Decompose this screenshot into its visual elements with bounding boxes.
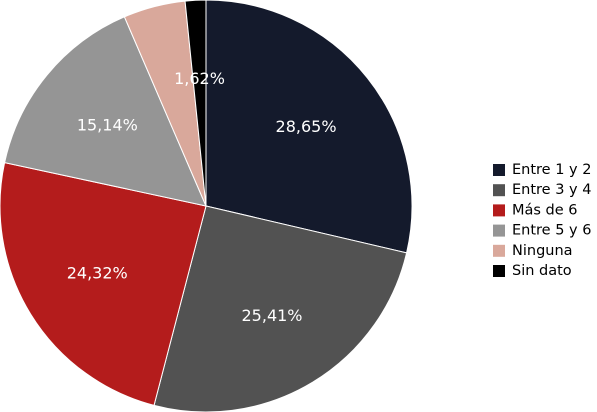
legend-swatch-ninguna — [493, 244, 505, 257]
legend-swatch-entre-3-y-4 — [493, 184, 505, 197]
slice-label-entre-3-y-4: 25,41% — [242, 306, 303, 325]
legend-swatch-mas-de-6 — [493, 204, 505, 217]
pie-slice-entre-3-y-4 — [153, 205, 408, 412]
slice-label-sin-dato: 1,62% — [174, 69, 225, 88]
legend-label-ninguna: Ninguna — [512, 243, 573, 259]
legend-item-entre-5-y-6: Entre 5 y 6 — [493, 223, 591, 239]
pie-slices — [0, 0, 413, 412]
legend-item-mas-de-6: Más de 6 — [493, 202, 578, 218]
legend-label-entre-1-y-2: Entre 1 y 2 — [512, 162, 591, 178]
legend-swatch-sin-dato — [493, 265, 505, 277]
legend-swatch-entre-5-y-6 — [493, 224, 505, 237]
legend-label-entre-5-y-6: Entre 5 y 6 — [512, 223, 591, 239]
legend-item-entre-3-y-4: Entre 3 y 4 — [493, 182, 591, 198]
legend-label-entre-3-y-4: Entre 3 y 4 — [512, 182, 591, 198]
legend-label-sin-dato: Sin dato — [512, 263, 572, 279]
legend-item-sin-dato: Sin dato — [493, 263, 572, 279]
pie-slice-mas-de-6 — [0, 161, 207, 406]
legend-item-entre-1-y-2: Entre 1 y 2 — [493, 162, 591, 178]
legend-label-mas-de-6: Más de 6 — [512, 202, 578, 218]
pie-slice-entre-5-y-6 — [4, 16, 207, 207]
pie-slice-entre-1-y-2 — [205, 0, 413, 254]
slice-labels: 28,65% 25,41% 24,32% 15,14% 1,62% — [67, 69, 337, 325]
legend-item-ninguna: Ninguna — [493, 243, 573, 259]
legend: Entre 1 y 2 Entre 3 y 4 Más de 6 Entre 5 y … — [493, 162, 591, 279]
slice-label-mas-de-6: 24,32% — [67, 263, 128, 282]
slice-label-entre-5-y-6: 15,14% — [77, 115, 138, 134]
pie-slice-sin-dato — [184, 0, 207, 207]
slice-label-entre-1-y-2: 28,65% — [276, 117, 337, 136]
legend-swatch-entre-1-y-2 — [493, 164, 505, 176]
